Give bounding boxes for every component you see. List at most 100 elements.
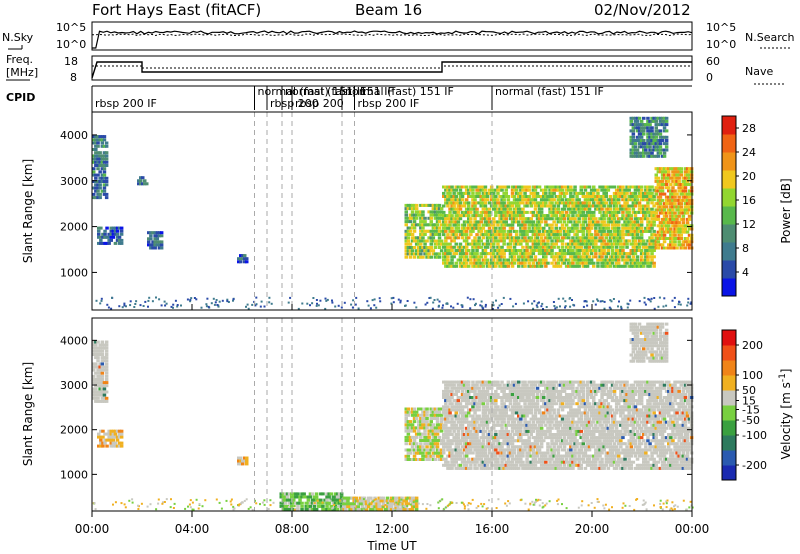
power-cell [606, 217, 611, 221]
power-cell [525, 188, 529, 192]
velocity-cell [452, 448, 456, 452]
power-cell [98, 176, 102, 180]
power-cell [603, 300, 606, 303]
power-cell [648, 245, 652, 249]
power-cell [583, 242, 588, 246]
power-cell [512, 242, 517, 246]
power-cell [687, 176, 692, 180]
power-cell [608, 261, 613, 265]
velocity-cell [514, 405, 519, 409]
velocity-cell [523, 429, 527, 433]
power-cell [517, 214, 521, 218]
power-cell [504, 223, 508, 227]
power-cell [113, 241, 118, 245]
power-cell [658, 237, 663, 240]
power-cell [352, 306, 355, 309]
power-cell [683, 240, 688, 244]
velocity-cell [417, 420, 421, 424]
velocity-cell [98, 378, 102, 381]
power-cell [533, 207, 538, 211]
power-cell [573, 239, 577, 243]
power-cell [517, 220, 521, 224]
velocity-cell [510, 383, 515, 387]
velocity-cell [331, 508, 336, 511]
power-cell [635, 148, 640, 152]
velocity-cell [494, 433, 498, 436]
power-cell [648, 298, 651, 301]
velocity-cell [323, 508, 327, 511]
velocity-cell [517, 396, 521, 399]
power-cell [617, 207, 621, 211]
power-cell [610, 242, 615, 246]
power-cell [639, 210, 644, 214]
velocity-cell [473, 386, 477, 390]
velocity-cell [502, 436, 506, 440]
velocity-cell [94, 340, 98, 344]
velocity-cell [496, 460, 500, 464]
power-cell [579, 207, 583, 211]
power-cell [612, 198, 617, 202]
velocity-cell [417, 451, 421, 455]
power-cell [548, 191, 552, 195]
velocity-cell [464, 402, 469, 406]
power-cell [442, 304, 444, 307]
power-cell [452, 217, 456, 221]
velocity-cell [425, 454, 429, 458]
velocity-cell [529, 466, 533, 470]
power-cell [485, 239, 490, 243]
power-cell [437, 216, 442, 220]
power-cell [658, 224, 663, 228]
power-ytick-label: 2000 [60, 221, 88, 234]
power-cell [683, 186, 688, 190]
power-cell [550, 249, 554, 252]
velocity-cell [94, 387, 98, 391]
nave-label: Nave [745, 65, 773, 78]
velocity-cell [408, 451, 413, 455]
velocity-cell [107, 435, 111, 439]
power-cell [562, 258, 567, 262]
power-cell [500, 226, 504, 230]
power-cell [525, 204, 529, 208]
power-cell [614, 201, 619, 205]
power-cell [652, 239, 656, 243]
power-cell [483, 249, 488, 252]
power-cell [139, 182, 143, 186]
power-cell [533, 245, 538, 249]
power-cell [646, 151, 650, 155]
velocity-cell [119, 429, 124, 433]
power-cell [573, 210, 577, 214]
power-cell [612, 239, 617, 243]
power-cell [606, 185, 611, 189]
power-cell [656, 208, 661, 212]
power-cell [143, 179, 147, 183]
power-cell [604, 185, 608, 189]
power-cell [608, 236, 613, 240]
power-cell [464, 239, 469, 243]
power-cell [585, 195, 590, 198]
velocity-cell [94, 399, 98, 403]
power-cell [667, 221, 671, 225]
velocity-cell [481, 433, 486, 436]
velocity-cell [115, 438, 120, 442]
velocity-cell [481, 380, 486, 384]
power-cell [452, 245, 456, 249]
power-cell [562, 252, 567, 256]
power-cell [571, 258, 575, 262]
power-cell [487, 188, 492, 192]
power-cell [573, 252, 577, 256]
power-cell [617, 226, 621, 230]
power-cell [687, 198, 692, 202]
velocity-cell [102, 365, 107, 369]
power-cell [546, 229, 550, 233]
velocity-cell [475, 433, 479, 436]
power-cell [608, 204, 613, 208]
velocity-cell [111, 429, 116, 433]
power-cell [631, 242, 636, 246]
power-cell [473, 255, 477, 259]
power-cell [117, 226, 122, 230]
power-cell [637, 123, 642, 127]
power-cell [502, 201, 506, 205]
power-cell [671, 221, 675, 225]
power-cell [494, 210, 498, 214]
power-cell [517, 239, 521, 243]
